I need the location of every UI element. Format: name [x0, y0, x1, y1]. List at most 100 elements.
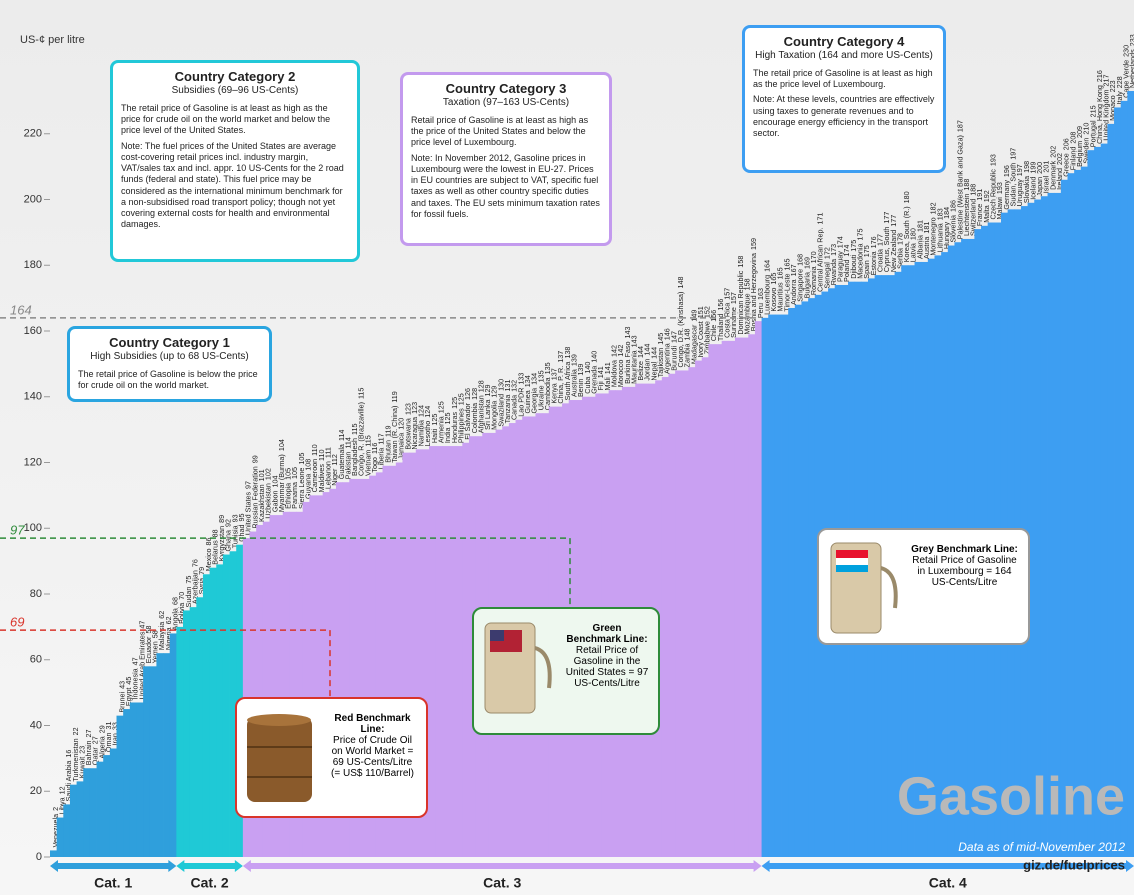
country-value: 217: [1101, 74, 1110, 86]
bar-label: Austria 181: [922, 222, 931, 259]
country-value: 174: [835, 236, 844, 248]
country-value: 140: [589, 351, 598, 363]
country-name: Armenia: [436, 416, 445, 443]
country-name: Sudan, South: [1008, 163, 1017, 207]
country-name: Pakistan: [343, 452, 352, 480]
bar: [462, 442, 470, 857]
category-label: Cat. 4: [929, 875, 967, 891]
bar: [96, 761, 104, 857]
country-value: 137: [556, 351, 565, 363]
bar-label: Indonesia 47: [131, 657, 140, 699]
bar: [1067, 173, 1075, 857]
bar: [136, 702, 144, 857]
category-label: Cat. 1: [94, 875, 132, 891]
country-value: 148: [676, 277, 685, 289]
country-name: United States: [244, 492, 253, 536]
country-value: 183: [935, 208, 944, 220]
country-value: 117: [377, 433, 386, 444]
bar: [715, 344, 723, 857]
bar: [289, 511, 297, 857]
bar: [109, 748, 117, 857]
country-name: Mali: [603, 377, 612, 391]
country-name: Botswana: [403, 418, 412, 450]
bar-label: Jamaica 120: [397, 418, 406, 460]
bar-label: Belgium 209: [1075, 126, 1084, 167]
country-name: Estonia: [869, 251, 878, 275]
bar-label: Finland 208: [1068, 132, 1077, 171]
country-name: Russian Federation: [250, 466, 259, 528]
bar-label: Ukraine 135: [536, 370, 545, 410]
bar-label: Montenegro 182: [929, 202, 938, 255]
country-value: 156: [716, 299, 725, 311]
bar-label: Malawi 193: [995, 182, 1004, 219]
country-name: Moldova: [609, 360, 618, 387]
bar-label: Liechtenstein 188: [962, 179, 971, 236]
country-name: Spain: [862, 260, 871, 278]
bar: [1054, 192, 1062, 858]
bar-label: Panama 105: [290, 467, 299, 509]
country-value: 129: [483, 385, 492, 397]
country-name: Macedonia: [855, 244, 864, 279]
bar-label: Yemen 58: [150, 630, 159, 663]
country-name: Chad: [237, 525, 246, 542]
bar-label: Japan 200: [1035, 162, 1044, 197]
bar: [1040, 196, 1048, 857]
country-value: 76: [190, 559, 199, 567]
country-name: Malta: [982, 205, 991, 223]
country-name: China, P. R.: [556, 366, 565, 404]
bar: [429, 446, 437, 857]
country-name: Cameroon: [310, 459, 319, 493]
bar-label: Jordan 144: [643, 344, 652, 381]
bar: [382, 465, 390, 857]
y-tick-label: 160: [24, 325, 42, 337]
bar: [296, 511, 304, 857]
bar-label: Croatia 177: [875, 234, 884, 272]
country-value: 47: [137, 621, 146, 629]
country-name: Bahrain: [84, 740, 93, 765]
country-value: 128: [470, 388, 479, 400]
bar-label: Cyprus, South 177: [882, 212, 891, 273]
country-value: 192: [982, 190, 991, 202]
bar-label: Haiti 125: [430, 414, 439, 443]
country-name: Slovenia: [949, 215, 958, 243]
bar: [103, 755, 111, 857]
country-value: 177: [882, 212, 891, 224]
country-value: 180: [902, 191, 911, 203]
bar-label: Ivory Coast 151: [696, 306, 705, 357]
bar-label: Grenada 140: [589, 351, 598, 394]
bar: [83, 768, 91, 857]
country-name: Timor-Leste: [782, 273, 791, 311]
bar-label: Kenya 137: [550, 368, 559, 403]
benchmark-label: 97: [10, 523, 25, 538]
country-value: 2: [51, 807, 60, 811]
country-value: 31: [104, 722, 113, 730]
bar-label: Slovenia 186: [949, 200, 958, 243]
country-value: 188: [962, 179, 971, 191]
bar: [409, 452, 417, 857]
country-value: 165: [782, 258, 791, 270]
bar-label: Nepal 144: [649, 347, 658, 381]
country-name: Austria: [922, 237, 931, 259]
country-name: Mauritius: [776, 282, 785, 312]
country-value: 110: [317, 450, 326, 461]
country-value: 197: [1015, 164, 1024, 176]
y-tick-label: 120: [24, 456, 42, 468]
country-value: 112: [330, 454, 339, 465]
callout-subtitle: Taxation (97–163 US-Cents): [442, 97, 570, 109]
country-name: Mexico: [204, 548, 213, 571]
bar: [256, 524, 264, 857]
country-name: Fiji: [596, 381, 605, 391]
callout-title: Country Category 1: [109, 335, 230, 350]
country-name: Sierra Leone: [297, 468, 306, 509]
bar-label: Syria 79: [197, 567, 206, 594]
country-value: 143: [629, 335, 638, 347]
country-name: Maldives: [317, 464, 326, 493]
bar-label: Portugal 215: [1088, 105, 1097, 147]
bar: [269, 515, 277, 857]
country-name: Benin: [576, 379, 585, 397]
y-tick-label: 40: [30, 719, 42, 731]
bar: [1047, 192, 1055, 858]
callout-text: Note: In November 2012, Gasoline prices …: [411, 152, 600, 219]
country-value: 141: [603, 362, 612, 374]
callout: Country Category 3 Taxation (97–163 US-C…: [400, 72, 612, 246]
